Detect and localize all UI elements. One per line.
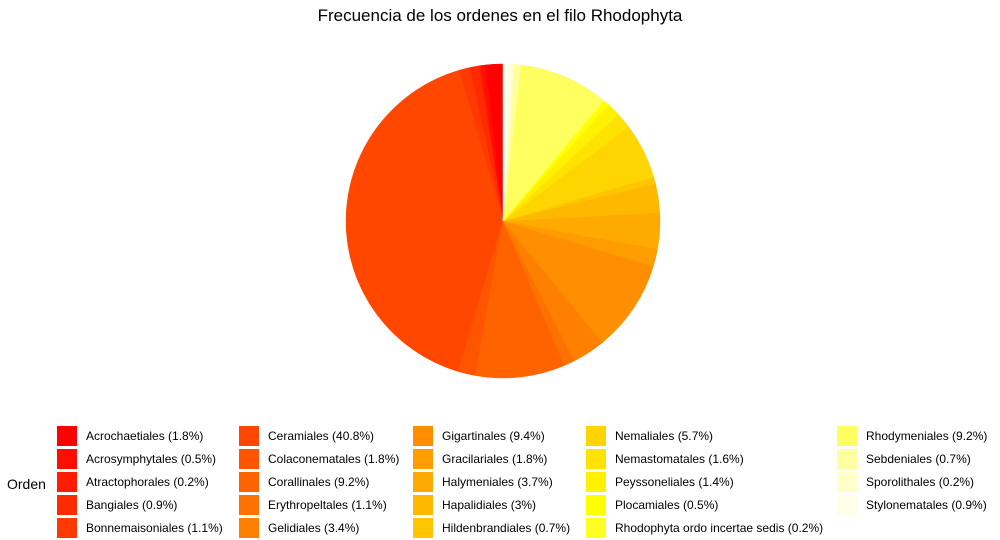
legend-label-17: Peyssoneliales (1.4%) bbox=[615, 475, 734, 489]
legend-swatch-12 bbox=[413, 472, 433, 492]
legend-swatch-15 bbox=[586, 426, 606, 446]
legend-item-17: Peyssoneliales (1.4%) bbox=[586, 471, 734, 493]
legend-swatch-8 bbox=[239, 495, 259, 515]
pie-slice-7 bbox=[475, 220, 565, 379]
legend-label-21: Sebdeniales (0.7%) bbox=[866, 452, 971, 466]
legend-item-18: Plocamiales (0.5%) bbox=[586, 494, 718, 516]
legend-label-3: Bangiales (0.9%) bbox=[86, 498, 178, 512]
legend-swatch-6 bbox=[239, 449, 259, 469]
legend-item-5: Ceramiales (40.8%) bbox=[239, 425, 374, 447]
legend-item-22: Sporolithales (0.2%) bbox=[837, 471, 974, 493]
legend-label-4: Bonnemaisoniales (1.1%) bbox=[86, 521, 223, 535]
legend-item-0: Acrochaetiales (1.8%) bbox=[57, 425, 203, 447]
legend-swatch-4 bbox=[57, 518, 77, 538]
legend-label-18: Plocamiales (0.5%) bbox=[615, 498, 719, 512]
pie-slice-10 bbox=[502, 220, 654, 343]
legend-swatch-21 bbox=[837, 449, 857, 469]
legend-item-3: Bangiales (0.9%) bbox=[57, 494, 177, 516]
legend-item-12: Halymeniales (3.7%) bbox=[413, 471, 553, 493]
legend-item-14: Hildenbrandiales (0.7%) bbox=[413, 517, 570, 539]
legend-swatch-2 bbox=[57, 472, 77, 492]
legend-swatch-0 bbox=[57, 426, 77, 446]
legend-label-15: Nemaliales (5.7%) bbox=[615, 429, 714, 443]
legend-item-2: Atractophorales (0.2%) bbox=[57, 471, 209, 493]
legend-swatch-20 bbox=[837, 426, 857, 446]
legend-swatch-18 bbox=[586, 495, 606, 515]
pie-chart bbox=[345, 63, 661, 379]
legend-label-23: Stylonematales (0.9%) bbox=[866, 498, 987, 512]
legend-label-6: Colaconematales (1.8%) bbox=[268, 452, 400, 466]
legend-label-2: Atractophorales (0.2%) bbox=[86, 475, 209, 489]
legend-label-0: Acrochaetiales (1.8%) bbox=[86, 429, 204, 443]
legend-label-10: Gigartinales (9.4%) bbox=[442, 429, 545, 443]
legend-swatch-16 bbox=[586, 449, 606, 469]
legend-swatch-10 bbox=[413, 426, 433, 446]
legend-label-7: Corallinales (9.2%) bbox=[268, 475, 370, 489]
chart-title: Frecuencia de los ordenes en el filo Rho… bbox=[317, 6, 683, 25]
pie-slice-5 bbox=[345, 69, 504, 372]
legend-swatch-19 bbox=[586, 518, 606, 538]
legend-item-21: Sebdeniales (0.7%) bbox=[837, 448, 971, 470]
legend-swatch-22 bbox=[837, 472, 857, 492]
legend-label-9: Gelidiales (3.4%) bbox=[268, 521, 360, 535]
legend-swatch-1 bbox=[57, 449, 77, 469]
legend-label-5: Ceramiales (40.8%) bbox=[268, 429, 375, 443]
legend-item-19: Rhodophyta ordo incertae sedis (0.2%) bbox=[586, 517, 823, 539]
legend-label-13: Hapalidiales (3%) bbox=[442, 498, 537, 512]
legend-title: Orden bbox=[7, 476, 46, 492]
legend-swatch-5 bbox=[239, 426, 259, 446]
legend-label-22: Sporolithales (0.2%) bbox=[866, 475, 975, 489]
legend-swatch-7 bbox=[239, 472, 259, 492]
legend-swatch-9 bbox=[239, 518, 259, 538]
legend-item-6: Colaconematales (1.8%) bbox=[239, 448, 399, 470]
legend-label-1: Acrosymphytales (0.5%) bbox=[86, 452, 217, 466]
legend-swatch-13 bbox=[413, 495, 433, 515]
legend-label-14: Hildenbrandiales (0.7%) bbox=[442, 521, 571, 535]
legend-swatch-11 bbox=[413, 449, 433, 469]
legend-swatch-14 bbox=[413, 518, 433, 538]
legend-label-12: Halymeniales (3.7%) bbox=[442, 475, 553, 489]
legend-item-9: Gelidiales (3.4%) bbox=[239, 517, 359, 539]
legend-item-15: Nemaliales (5.7%) bbox=[586, 425, 713, 447]
legend-item-1: Acrosymphytales (0.5%) bbox=[57, 448, 216, 470]
legend-swatch-3 bbox=[57, 495, 77, 515]
legend-item-13: Hapalidiales (3%) bbox=[413, 494, 536, 516]
legend-item-7: Corallinales (9.2%) bbox=[239, 471, 369, 493]
pie-slice-20 bbox=[502, 64, 604, 222]
legend-item-11: Gracilariales (1.8%) bbox=[413, 448, 547, 470]
legend-swatch-23 bbox=[837, 495, 857, 515]
legend-item-16: Nemastomatales (1.6%) bbox=[586, 448, 744, 470]
legend-item-10: Gigartinales (9.4%) bbox=[413, 425, 545, 447]
legend-label-11: Gracilariales (1.8%) bbox=[442, 452, 548, 466]
legend-item-4: Bonnemaisoniales (1.1%) bbox=[57, 517, 223, 539]
legend-item-23: Stylonematales (0.9%) bbox=[837, 494, 987, 516]
legend-label-19: Rhodophyta ordo incertae sedis (0.2%) bbox=[615, 521, 824, 535]
legend-label-8: Erythropeltales (1.1%) bbox=[268, 498, 387, 512]
legend-item-20: Rhodymeniales (9.2%) bbox=[837, 425, 987, 447]
legend-swatch-17 bbox=[586, 472, 606, 492]
pie-slice-23 bbox=[502, 63, 513, 222]
legend-label-16: Nemastomatales (1.6%) bbox=[615, 452, 744, 466]
legend-label-20: Rhodymeniales (9.2%) bbox=[866, 429, 988, 443]
legend-item-8: Erythropeltales (1.1%) bbox=[239, 494, 387, 516]
